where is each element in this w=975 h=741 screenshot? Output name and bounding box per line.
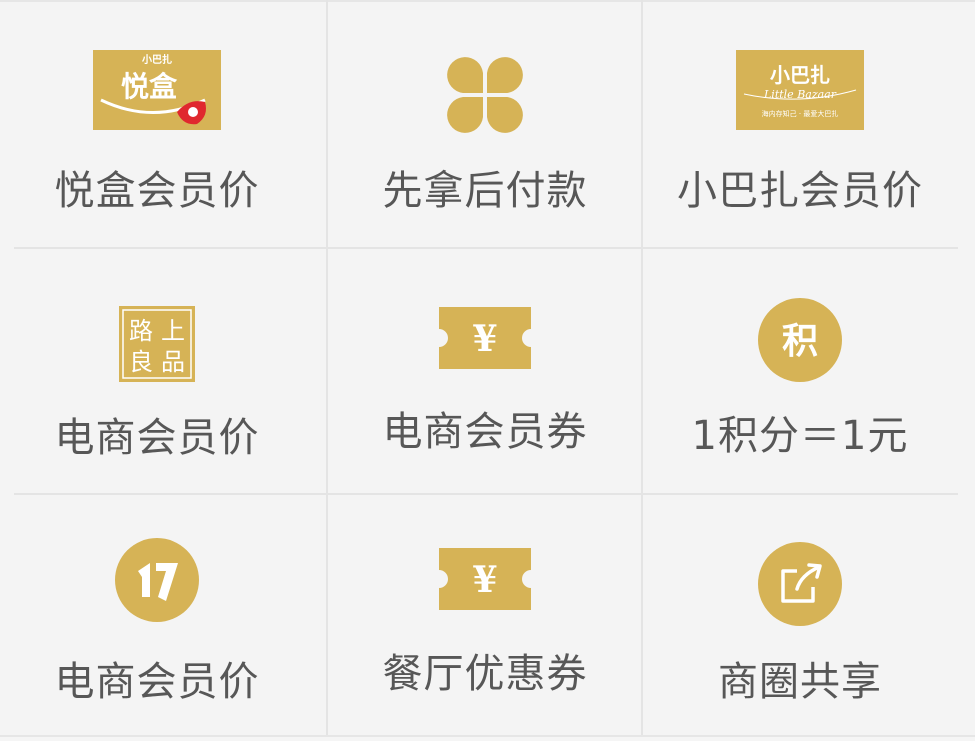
svg-text:小巴扎: 小巴扎 bbox=[141, 53, 172, 66]
column-divider bbox=[641, 0, 643, 737]
row-divider bbox=[14, 493, 958, 495]
benefit-restaurant-coupon[interactable]: ¥ 餐厅优惠券 bbox=[328, 495, 642, 741]
svg-text:¥: ¥ bbox=[472, 559, 497, 601]
yen-ticket-icon: ¥ bbox=[439, 307, 531, 369]
benefit-xiaobazha-member-price[interactable]: 小巴扎 Little Bazaar 海内存知己 · 最爱大巴扎 小巴扎会员价 bbox=[643, 0, 957, 246]
seventeen-logo-icon bbox=[115, 538, 199, 622]
share-arrow-icon bbox=[758, 542, 842, 626]
benefit-business-district-share[interactable]: 商圈共享 bbox=[643, 495, 957, 741]
svg-text:积: 积 bbox=[782, 320, 818, 362]
benefit-yuehe-member-price[interactable]: 小巴扎 悦盒 悦盒会员价 bbox=[0, 0, 314, 246]
svg-text:¥: ¥ bbox=[472, 318, 497, 360]
benefit-label: 小巴扎会员价 bbox=[677, 168, 923, 214]
svg-text:良: 良 bbox=[129, 348, 153, 376]
lupin-logo: 路 上 良 品 bbox=[119, 306, 195, 382]
top-divider bbox=[0, 0, 975, 2]
benefit-label: 先拿后付款 bbox=[382, 168, 588, 214]
benefit-ecommerce-member-coupon[interactable]: ¥ 电商会员券 bbox=[328, 249, 642, 495]
benefit-buy-now-pay-later[interactable]: 先拿后付款 bbox=[328, 0, 642, 246]
bottom-divider bbox=[0, 735, 975, 737]
svg-text:上: 上 bbox=[161, 317, 185, 345]
svg-text:路: 路 bbox=[129, 317, 153, 345]
benefit-label: 1积分＝1元 bbox=[691, 413, 909, 459]
yen-ticket-icon: ¥ bbox=[439, 548, 531, 610]
benefit-label: 电商会员价 bbox=[54, 415, 260, 461]
benefit-label: 电商会员券 bbox=[382, 409, 588, 455]
points-circle-icon: 积 bbox=[758, 298, 842, 382]
svg-text:海内存知己 · 最爱大巴扎: 海内存知己 · 最爱大巴扎 bbox=[762, 109, 839, 118]
svg-text:悦盒: 悦盒 bbox=[121, 70, 178, 103]
benefit-ecommerce-member-price[interactable]: 路 上 良 品 电商会员价 bbox=[0, 249, 314, 495]
row-divider bbox=[14, 247, 958, 249]
benefit-points-exchange[interactable]: 积 1积分＝1元 bbox=[643, 249, 957, 495]
xiaobazha-logo: 小巴扎 Little Bazaar 海内存知己 · 最爱大巴扎 bbox=[736, 50, 864, 130]
benefit-ecommerce-member-price-17[interactable]: 电商会员价 bbox=[0, 495, 314, 741]
benefit-label: 电商会员价 bbox=[54, 659, 260, 705]
yuehe-logo: 小巴扎 悦盒 bbox=[93, 50, 221, 130]
benefit-label: 餐厅优惠券 bbox=[382, 651, 588, 697]
svg-text:品: 品 bbox=[161, 348, 185, 376]
benefit-label: 商圈共享 bbox=[718, 659, 882, 705]
svg-text:小巴扎: 小巴扎 bbox=[770, 63, 830, 87]
four-leaf-clover-icon bbox=[447, 57, 523, 133]
benefit-label: 悦盒会员价 bbox=[54, 168, 260, 214]
column-divider bbox=[326, 0, 328, 737]
